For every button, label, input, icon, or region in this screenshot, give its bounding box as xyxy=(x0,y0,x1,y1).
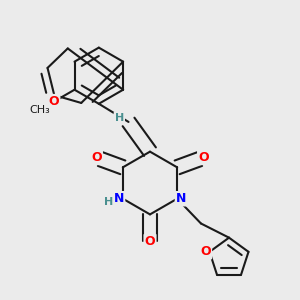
Text: O: O xyxy=(91,151,102,164)
Text: H: H xyxy=(115,113,124,123)
Text: N: N xyxy=(176,192,186,205)
Text: O: O xyxy=(200,245,211,258)
Text: N: N xyxy=(114,192,124,205)
Text: O: O xyxy=(198,151,209,164)
Text: CH₃: CH₃ xyxy=(30,104,51,115)
Text: O: O xyxy=(49,95,59,108)
Text: H: H xyxy=(104,197,114,207)
Text: O: O xyxy=(145,235,155,248)
